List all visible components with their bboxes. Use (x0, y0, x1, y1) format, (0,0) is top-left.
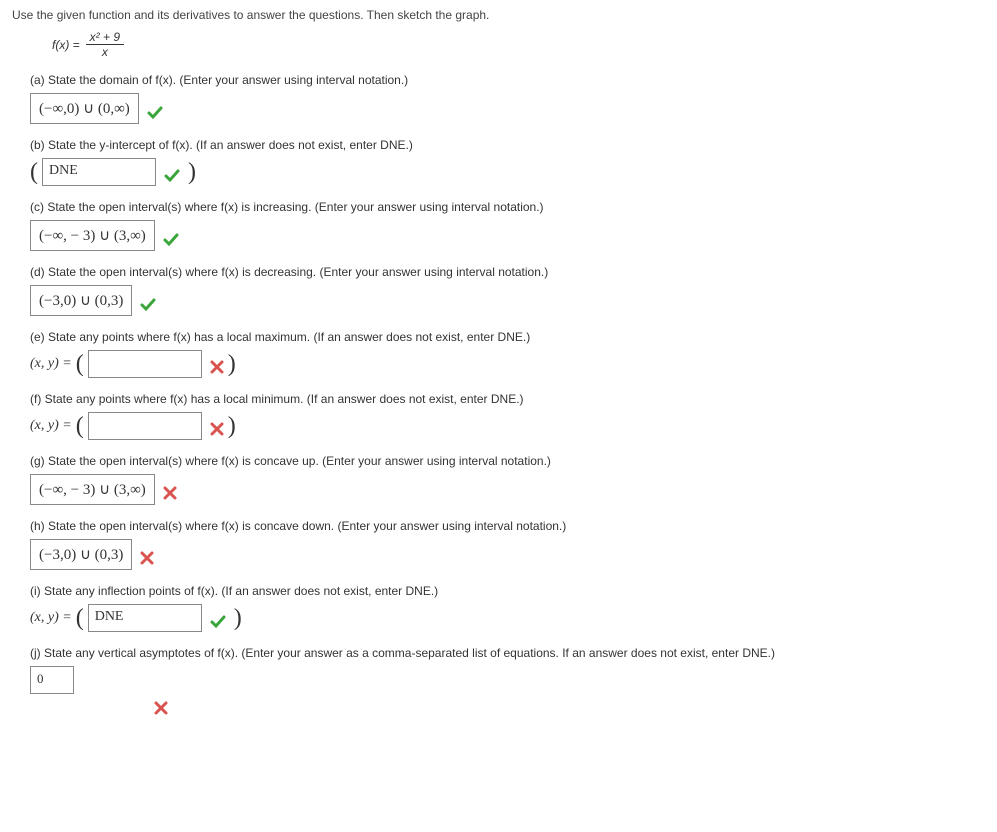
open-paren: ( (76, 352, 84, 376)
close-paren: ) (234, 606, 242, 630)
part-g: (g) State the open interval(s) where f(x… (30, 454, 985, 505)
part-i-answer[interactable]: DNE (88, 604, 202, 632)
part-g-answer[interactable]: (−∞, − 3) ∪ (3,∞) (30, 474, 155, 505)
part-b-prompt: (b) State the y-intercept of f(x). (If a… (30, 138, 985, 152)
cross-icon (140, 551, 154, 565)
close-paren: ) (228, 352, 236, 376)
part-j-prompt: (j) State any vertical asymptotes of f(x… (30, 646, 985, 660)
part-i: (i) State any inflection points of f(x).… (30, 584, 985, 632)
open-paren: ( (76, 414, 84, 438)
cross-icon (210, 360, 224, 374)
fraction-denominator: x (86, 45, 124, 59)
check-icon (140, 297, 156, 313)
fraction-numerator: x² + 9 (86, 30, 124, 45)
part-a: (a) State the domain of f(x). (Enter you… (30, 73, 985, 124)
part-d-answer[interactable]: (−3,0) ∪ (0,3) (30, 285, 132, 316)
part-g-prompt: (g) State the open interval(s) where f(x… (30, 454, 985, 468)
part-h: (h) State the open interval(s) where f(x… (30, 519, 985, 570)
check-icon (147, 105, 163, 121)
open-paren: ( (76, 606, 84, 630)
part-c-prompt: (c) State the open interval(s) where f(x… (30, 200, 985, 214)
part-e-prompt: (e) State any points where f(x) has a lo… (30, 330, 985, 344)
xy-label: (x, y) = (30, 356, 72, 372)
part-i-prompt: (i) State any inflection points of f(x).… (30, 584, 985, 598)
part-a-prompt: (a) State the domain of f(x). (Enter you… (30, 73, 985, 87)
part-j-answer[interactable]: 0 (30, 666, 74, 694)
part-d-prompt: (d) State the open interval(s) where f(x… (30, 265, 985, 279)
part-h-prompt: (h) State the open interval(s) where f(x… (30, 519, 985, 533)
cross-icon (163, 486, 177, 500)
intro-text: Use the given function and its derivativ… (12, 8, 985, 22)
part-c: (c) State the open interval(s) where f(x… (30, 200, 985, 251)
cross-icon (210, 422, 224, 436)
function-definition: f(x) = x² + 9 x (52, 30, 985, 59)
check-icon (210, 614, 226, 630)
function-fraction: x² + 9 x (86, 30, 124, 59)
check-icon (164, 168, 180, 184)
close-paren: ) (228, 414, 236, 438)
open-paren: ( (30, 160, 38, 184)
part-a-answer[interactable]: (−∞,0) ∪ (0,∞) (30, 93, 139, 124)
part-f: (f) State any points where f(x) has a lo… (30, 392, 985, 440)
part-c-answer[interactable]: (−∞, − 3) ∪ (3,∞) (30, 220, 155, 251)
part-j: (j) State any vertical asymptotes of f(x… (30, 646, 985, 712)
xy-label: (x, y) = (30, 418, 72, 434)
part-b-answer[interactable]: DNE (42, 158, 156, 186)
close-paren: ) (188, 160, 196, 184)
check-icon (163, 232, 179, 248)
part-b: (b) State the y-intercept of f(x). (If a… (30, 138, 985, 186)
part-h-answer[interactable]: (−3,0) ∪ (0,3) (30, 539, 132, 570)
part-d: (d) State the open interval(s) where f(x… (30, 265, 985, 316)
part-e-answer[interactable] (88, 350, 202, 378)
part-f-prompt: (f) State any points where f(x) has a lo… (30, 392, 985, 406)
function-lhs: f(x) = (52, 38, 80, 52)
part-f-answer[interactable] (88, 412, 202, 440)
cross-icon (154, 701, 168, 715)
part-e: (e) State any points where f(x) has a lo… (30, 330, 985, 378)
xy-label: (x, y) = (30, 610, 72, 626)
